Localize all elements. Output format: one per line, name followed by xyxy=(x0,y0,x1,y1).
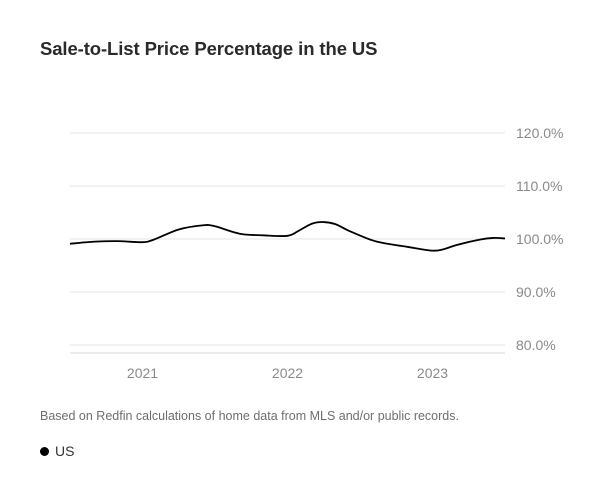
grid-lines xyxy=(70,132,505,354)
legend-marker-us xyxy=(40,446,49,456)
line-chart: 80.0%90.0%100.0%110.0%120.0% 2021 2022 202… xyxy=(69,125,563,381)
y-tick-label: 120.0% xyxy=(516,125,563,141)
x-tick-label: 2022 xyxy=(272,365,303,381)
y-tick-label: 90.0% xyxy=(516,284,556,300)
footnote: Based on Redfin calculations of home dat… xyxy=(40,409,459,423)
legend: US xyxy=(40,443,74,459)
y-tick-label: 100.0% xyxy=(516,231,563,247)
series-line-us xyxy=(69,221,506,252)
x-tick-labels: 2021 2022 2023 xyxy=(127,365,448,381)
y-tick-label: 80.0% xyxy=(516,337,556,353)
x-tick-label: 2021 xyxy=(127,365,158,381)
chart-title: Sale-to-List Price Percentage in the US xyxy=(40,38,378,59)
legend-label-us: US xyxy=(55,443,75,459)
x-tick-label: 2023 xyxy=(417,365,448,381)
y-tick-labels: 80.0% 90.0% 100.0% 110.0% 120.0% xyxy=(516,125,563,353)
series-lines xyxy=(69,221,506,252)
y-tick-label: 110.0% xyxy=(516,178,562,194)
